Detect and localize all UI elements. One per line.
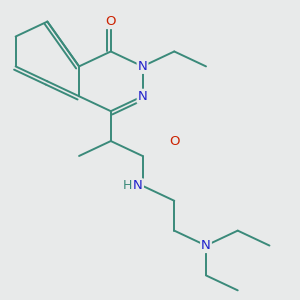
- Text: N: N: [138, 90, 147, 103]
- Text: H: H: [122, 179, 132, 192]
- Text: O: O: [169, 134, 179, 148]
- Text: O: O: [106, 15, 116, 28]
- Text: N: N: [133, 179, 143, 192]
- Text: N: N: [201, 239, 211, 252]
- Text: N: N: [138, 60, 147, 73]
